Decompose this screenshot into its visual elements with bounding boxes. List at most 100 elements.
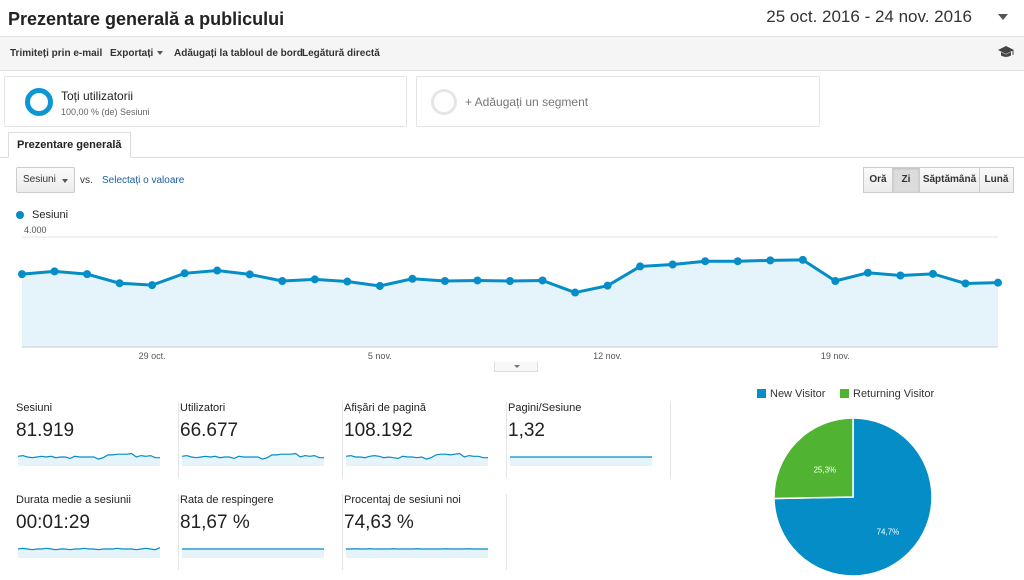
data-point[interactable] [798,255,807,264]
sparkline-fill [18,453,160,466]
data-point[interactable] [18,270,26,279]
series-legend-label: Sesiuni [32,209,69,221]
data-point[interactable] [571,288,580,297]
caret-down-icon [157,51,164,55]
shortcut-button[interactable]: Legătură directă [302,48,380,59]
metric-sparkline [182,548,324,558]
metric-name: Sesiuni [16,402,53,414]
metric-value: 81,67 % [180,512,250,533]
sparkline-fill [510,457,652,466]
data-point[interactable] [961,279,970,288]
data-point[interactable] [896,271,905,280]
metric-tile[interactable]: Utilizatori 66.677 [180,402,343,478]
metric-sparkline [346,548,488,558]
chart-expand-handle[interactable] [494,362,538,372]
metric-tile[interactable]: Afișări de pagină 108.192 [344,402,507,478]
data-point[interactable] [278,277,287,285]
graduation-cap-icon[interactable] [997,45,1015,59]
data-point[interactable] [50,267,59,276]
metric-name: Procentaj de sesiuni noi [344,494,461,506]
data-point[interactable] [245,270,254,279]
segment-all-users[interactable]: Toți utilizatorii 100,00 % (de) Sesiuni [4,76,407,127]
metric-value: 81.919 [16,420,75,441]
sparkline-fill [18,547,160,558]
metric-sparkline [17,547,161,558]
pie-slice-label: 74,7% [877,527,900,536]
metric-name: Pagini/Sesiune [508,402,582,414]
series-legend-dot [16,211,24,219]
email-button[interactable]: Trimiteți prin e-mail [10,48,103,59]
data-point[interactable] [538,276,547,285]
metric-tile[interactable]: Rata de respingere 81,67 % [180,494,343,570]
caret-down-icon [62,179,68,183]
data-point[interactable] [603,281,612,290]
data-point[interactable] [473,276,482,285]
segment-subtitle: 100,00 % (de) Sesiuni [61,107,150,117]
metric-tile[interactable]: Pagini/Sesiune 1,32 [508,402,671,478]
granularity-month-button[interactable]: Lună [979,167,1014,193]
metric-sparkline [17,452,160,466]
metric-tile[interactable]: Procentaj de sesiuni noi 74,63 % [344,494,507,570]
caret-down-icon [514,365,520,368]
data-point[interactable] [506,277,514,285]
metric-name: Afișări de pagină [344,402,426,414]
chevron-down-icon[interactable] [996,10,1010,24]
data-point[interactable] [766,256,775,265]
pie-legend-returning-visitor[interactable]: Returning Visitor [840,388,934,400]
export-label: Exportați [110,48,154,59]
granularity-day-button[interactable]: Zi [892,167,920,193]
select-value-link[interactable]: Selectați o valoare [102,175,185,186]
granularity-week-button[interactable]: Săptămână [919,167,980,193]
metric-select-value: Sesiuni [23,174,56,185]
metric-value: 1,32 [508,420,545,441]
metric-name: Durata medie a sesiunii [16,494,131,506]
data-point[interactable] [701,257,710,266]
metric-tile[interactable]: Sesiuni 81.919 [16,402,179,478]
export-button[interactable]: Exportați [110,48,164,59]
sparkline-line [17,452,160,460]
data-point[interactable] [310,275,319,284]
metric-sparkline [510,456,652,466]
tab-overview[interactable]: Prezentare generală [8,132,131,158]
sessions-area [22,259,998,347]
data-point[interactable] [668,260,677,269]
data-point[interactable] [733,257,742,266]
data-point[interactable] [115,279,124,288]
data-point[interactable] [863,268,872,277]
x-tick-label: 5 nov. [368,351,392,361]
data-point[interactable] [343,277,352,286]
visitor-type-pie-chart: 74,7% 25,3% [773,417,933,577]
data-point[interactable] [636,262,645,271]
date-range-picker[interactable]: 25 oct. 2016 - 24 nov. 2016 [766,7,972,26]
sparkline-fill [346,548,488,558]
pie-legend-new-visitor[interactable]: New Visitor [757,388,825,400]
data-point[interactable] [148,281,157,290]
metric-name: Rata de respingere [180,494,274,506]
data-point[interactable] [213,266,222,275]
empty-segment-ring-icon [431,89,457,115]
data-point[interactable] [408,274,417,283]
metric-sparkline [345,452,488,466]
data-point[interactable] [994,278,1002,287]
sparkline-line [181,452,324,460]
data-point[interactable] [375,281,384,290]
data-point[interactable] [180,269,189,278]
add-segment-button[interactable]: + Adăugați un segment [416,76,820,127]
add-to-dashboard-button[interactable]: Adăugați la tabloul de bord [174,48,303,59]
data-point[interactable] [831,277,840,285]
granularity-hour-button[interactable]: Oră [863,167,893,193]
pie-slice-label: 25,3% [813,465,836,474]
x-tick-label: 29 oct. [139,351,166,361]
title-bar: Prezentare generală a publicului 25 oct.… [0,0,1024,37]
metric-select[interactable]: Sesiuni [16,167,75,193]
data-point[interactable] [928,269,937,278]
metric-value: 66.677 [180,420,239,441]
report-toolbar: Trimiteți prin e-mail Exportați Adăugați… [0,37,1024,71]
data-point[interactable] [440,277,449,285]
pie-slice-returning-visitor[interactable] [773,417,854,500]
metric-tile[interactable]: Durata medie a sesiunii 00:01:29 [16,494,179,570]
data-point[interactable] [83,270,92,279]
legend-swatch [840,389,849,398]
sparkline-fill [182,453,324,466]
